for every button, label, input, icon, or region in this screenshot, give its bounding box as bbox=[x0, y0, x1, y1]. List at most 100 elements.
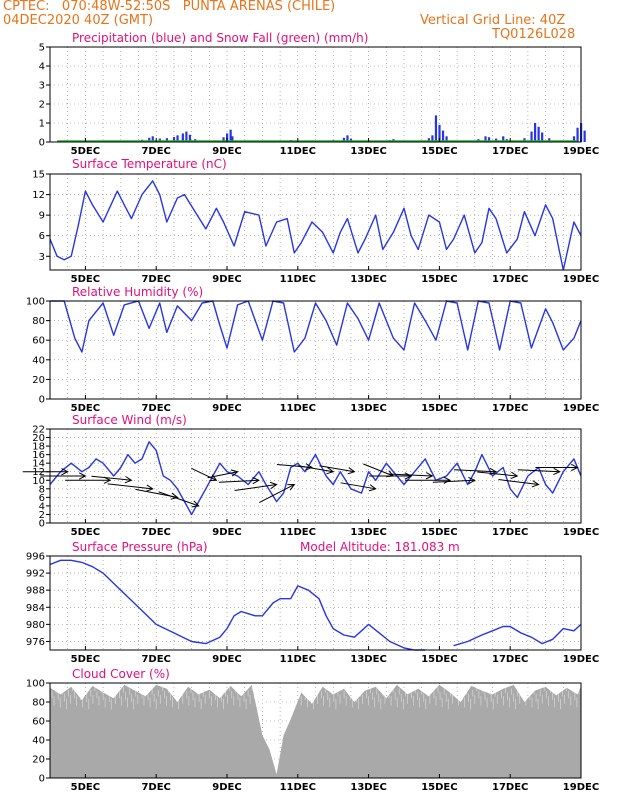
panel-title: Precipitation (blue) and Snow Fall (gree… bbox=[72, 31, 368, 45]
y-tick-label: 992 bbox=[26, 569, 45, 580]
x-tick-label: 7DEC bbox=[141, 146, 170, 157]
wind-arrowhead bbox=[145, 484, 154, 492]
humidity-line bbox=[50, 300, 582, 353]
x-tick-label: 13DEC bbox=[350, 274, 386, 285]
wind-arrow bbox=[207, 471, 238, 479]
y-tick-label: 16 bbox=[32, 450, 45, 461]
y-tick-label: 18 bbox=[32, 442, 45, 453]
x-tick-label: 15DEC bbox=[421, 274, 457, 285]
y-tick-label: 10 bbox=[32, 476, 45, 487]
wind-arrowhead bbox=[124, 476, 133, 484]
wind-arrowhead bbox=[425, 472, 434, 480]
cloud-area bbox=[50, 684, 581, 778]
x-tick-label: 19DEC bbox=[563, 527, 599, 538]
precip-bar bbox=[229, 129, 232, 142]
precip-bar bbox=[445, 136, 448, 142]
y-tick-label: 6 bbox=[39, 493, 45, 504]
x-tick-label: 15DEC bbox=[421, 403, 457, 414]
x-tick-label: 13DEC bbox=[350, 403, 386, 414]
precip-bar bbox=[523, 138, 526, 142]
run-date: 04DEC2020 40Z (GMT) bbox=[3, 13, 154, 28]
wind-arrowhead bbox=[404, 472, 413, 480]
x-tick-label: 7DEC bbox=[141, 527, 170, 538]
precip-bar bbox=[502, 136, 505, 142]
precip-bar bbox=[441, 130, 445, 142]
precip-bar bbox=[176, 135, 179, 142]
wind-arrowhead bbox=[269, 481, 278, 489]
x-tick-label: 7DEC bbox=[141, 274, 170, 285]
y-tick-label: 22 bbox=[32, 425, 45, 436]
precip-bar bbox=[487, 137, 491, 142]
y-tick-label: 60 bbox=[32, 717, 45, 728]
wind-arrowhead bbox=[170, 492, 179, 500]
y-tick-label: 980 bbox=[26, 620, 45, 631]
temperature-line bbox=[49, 180, 582, 271]
y-tick-label: 40 bbox=[32, 736, 45, 747]
y-tick-label: 996 bbox=[26, 552, 45, 563]
pressure-line-2 bbox=[453, 623, 582, 647]
wind-arrowhead bbox=[468, 476, 476, 485]
y-tick-label: 2 bbox=[39, 100, 45, 111]
x-tick-label: 7DEC bbox=[141, 782, 170, 793]
panel-title: Surface Wind (m/s) bbox=[72, 413, 187, 427]
wind-arrowhead bbox=[326, 467, 335, 475]
precip-bar bbox=[484, 136, 487, 142]
wind-arrowhead bbox=[531, 480, 540, 488]
wind-arrow bbox=[432, 479, 475, 483]
precip-bar bbox=[188, 134, 192, 142]
wind-arrow bbox=[319, 465, 355, 473]
y-tick-label: 20 bbox=[32, 433, 45, 444]
x-tick-label: 17DEC bbox=[492, 274, 528, 285]
x-tick-label: 9DEC bbox=[212, 782, 241, 793]
wind-arrowhead bbox=[570, 463, 579, 472]
x-tick-label: 19DEC bbox=[563, 274, 599, 285]
precip-bar bbox=[572, 136, 576, 142]
x-tick-label: 17DEC bbox=[492, 654, 528, 665]
x-tick-label: 13DEC bbox=[350, 146, 386, 157]
precip-bar bbox=[165, 138, 169, 142]
x-tick-label: 7DEC bbox=[141, 654, 170, 665]
y-tick-label: 6 bbox=[39, 231, 45, 242]
x-tick-label: 7DEC bbox=[141, 403, 170, 414]
panel-title: Relative Humidity (%) bbox=[72, 285, 203, 299]
y-tick-label: 4 bbox=[39, 501, 45, 512]
wind-arrowhead bbox=[252, 476, 260, 485]
precip-bar bbox=[576, 127, 579, 142]
x-tick-label: 15DEC bbox=[421, 782, 457, 793]
y-tick-label: 8 bbox=[39, 484, 45, 495]
x-tick-label: 13DEC bbox=[350, 527, 386, 538]
y-tick-label: 4 bbox=[39, 62, 45, 73]
wind-arrowhead bbox=[347, 467, 356, 475]
panel-frame bbox=[49, 428, 582, 524]
wind-speed-line bbox=[49, 441, 582, 516]
panel-title: Surface Temperature (nC) bbox=[72, 157, 227, 171]
x-tick-label: 13DEC bbox=[350, 782, 386, 793]
wind-arrow bbox=[388, 473, 433, 477]
wind-arrowhead bbox=[78, 472, 87, 480]
wind-arrowhead bbox=[553, 467, 561, 476]
x-tick-label: 5DEC bbox=[71, 146, 100, 157]
wind-arrow bbox=[234, 484, 277, 492]
y-tick-label: 40 bbox=[32, 355, 45, 366]
x-tick-label: 5DEC bbox=[71, 782, 100, 793]
y-tick-label: 976 bbox=[26, 637, 45, 648]
panel-frame bbox=[49, 555, 582, 651]
panel-subtitle: Model Altitude: 181.083 m bbox=[300, 540, 460, 554]
x-tick-label: 9DEC bbox=[212, 146, 241, 157]
y-tick-label: 20 bbox=[32, 375, 45, 386]
panel-title: Surface Pressure (hPa) bbox=[72, 540, 208, 554]
x-tick-label: 9DEC bbox=[212, 654, 241, 665]
wind-arrowhead bbox=[305, 463, 314, 471]
wind-arrow bbox=[517, 469, 560, 473]
y-tick-label: 60 bbox=[32, 336, 45, 347]
y-tick-label: 988 bbox=[26, 586, 45, 597]
y-tick-label: 80 bbox=[32, 316, 45, 327]
precip-bar bbox=[148, 137, 151, 142]
precip-bar bbox=[530, 131, 533, 142]
x-tick-label: 15DEC bbox=[421, 146, 457, 157]
x-tick-label: 19DEC bbox=[563, 654, 599, 665]
station-header: CPTEC: 070:48W-52:50S PUNTA ARENAS (CHIL… bbox=[3, 0, 336, 14]
precip-bar bbox=[431, 135, 434, 142]
wind-arrow bbox=[259, 484, 295, 503]
